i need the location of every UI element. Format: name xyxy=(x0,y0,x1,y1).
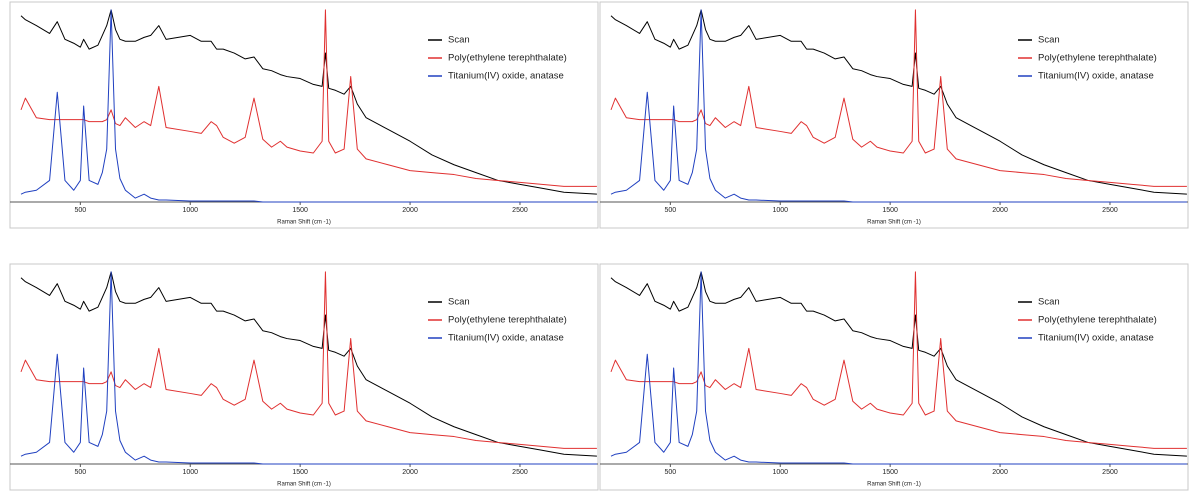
x-tick-label: 2000 xyxy=(992,469,1008,476)
x-tick-label: 1000 xyxy=(772,469,788,476)
legend-label: Poly(ethylene terephthalate) xyxy=(448,53,567,64)
x-tick-label: 2500 xyxy=(512,207,528,214)
x-tick-label: 2500 xyxy=(1102,207,1118,214)
spectrum-line xyxy=(20,271,597,457)
chart-panel: 500 1000 1500 2000 2500 Raman Shift (cm -1) Sc… xyxy=(9,1,599,229)
spectrum-line xyxy=(20,9,597,195)
spectrum-line xyxy=(610,271,1187,449)
x-tick-label: 2500 xyxy=(1102,469,1118,476)
x-tick-label: 2000 xyxy=(992,207,1008,214)
legend-label: Scan xyxy=(1038,297,1060,308)
x-tick-label: 2000 xyxy=(402,469,418,476)
x-tick-label: 2000 xyxy=(402,207,418,214)
legend-label: Scan xyxy=(1038,35,1060,46)
legend-label: Titanium(IV) oxide, anatase xyxy=(1038,333,1154,344)
legend-label: Titanium(IV) oxide, anatase xyxy=(448,71,564,82)
spectrum-line xyxy=(20,9,597,187)
spectrum-line xyxy=(20,271,597,465)
legend-label: Titanium(IV) oxide, anatase xyxy=(1038,71,1154,82)
x-axis-title: Raman Shift (cm -1) xyxy=(277,482,331,488)
x-tick-label: 2500 xyxy=(512,469,528,476)
x-axis-title: Raman Shift (cm -1) xyxy=(867,220,921,226)
x-tick-label: 500 xyxy=(74,469,86,476)
chart-panel: 500 1000 1500 2000 2500 Raman Shift (cm -1) Sc… xyxy=(599,263,1189,491)
x-tick-label: 1500 xyxy=(882,207,898,214)
x-tick-label: 1500 xyxy=(292,207,308,214)
legend-label: Scan xyxy=(448,297,470,308)
panel-frame xyxy=(9,263,599,491)
spectrum-line xyxy=(610,9,1187,203)
panel-frame xyxy=(599,263,1189,491)
x-axis-title: Raman Shift (cm -1) xyxy=(277,220,331,226)
x-tick-label: 500 xyxy=(664,469,676,476)
spectrum-line xyxy=(610,9,1187,195)
spectrum-line xyxy=(610,271,1187,465)
x-tick-label: 1000 xyxy=(182,207,198,214)
x-tick-label: 500 xyxy=(74,207,86,214)
legend-label: Scan xyxy=(448,35,470,46)
x-tick-label: 1500 xyxy=(882,469,898,476)
x-tick-label: 1000 xyxy=(772,207,788,214)
panel-frame xyxy=(599,1,1189,229)
x-tick-label: 1000 xyxy=(182,469,198,476)
chart-panel: 500 1000 1500 2000 2500 Raman Shift (cm -1) Sc… xyxy=(9,263,599,491)
legend-label: Poly(ethylene terephthalate) xyxy=(1038,315,1157,326)
legend-label: Titanium(IV) oxide, anatase xyxy=(448,333,564,344)
x-tick-label: 1500 xyxy=(292,469,308,476)
spectrum-line xyxy=(610,271,1187,457)
chart-panel: 500 1000 1500 2000 2500 Raman Shift (cm -1) Sc… xyxy=(599,1,1189,229)
legend-label: Poly(ethylene terephthalate) xyxy=(1038,53,1157,64)
panel-frame xyxy=(9,1,599,229)
spectrum-line xyxy=(610,9,1187,187)
legend-label: Poly(ethylene terephthalate) xyxy=(448,315,567,326)
spectrum-line xyxy=(20,271,597,449)
x-tick-label: 500 xyxy=(664,207,676,214)
spectrum-line xyxy=(20,9,597,203)
x-axis-title: Raman Shift (cm -1) xyxy=(867,482,921,488)
